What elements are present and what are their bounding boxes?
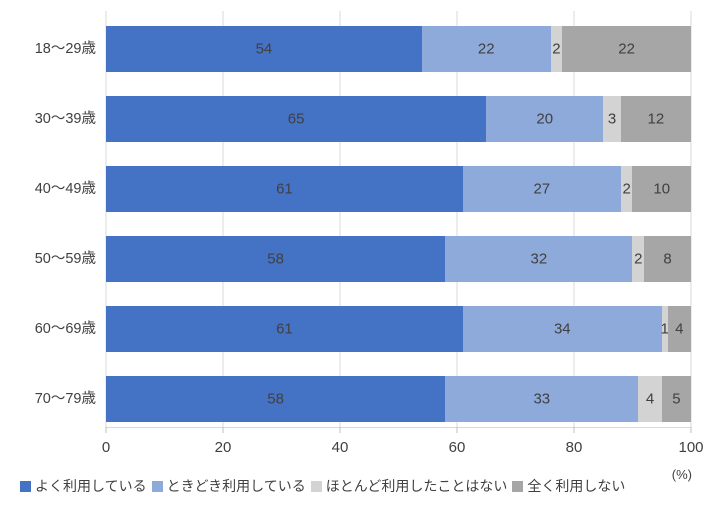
legend-item-2: ほとんど利用したことはない (310, 478, 508, 494)
category-label-4: 60〜69歳 (34, 321, 96, 337)
data-label: 5 (672, 390, 681, 408)
data-label: 54 (255, 40, 273, 58)
gridline-60 (456, 11, 458, 427)
axis-unit-label: (%) (671, 467, 692, 482)
data-label: 3 (607, 110, 617, 128)
axis-tick-100 (690, 427, 692, 433)
bar-segment-series1: 34 (462, 306, 662, 352)
gridline-20 (222, 11, 224, 427)
data-label: 8 (663, 250, 672, 268)
bar-segment-series2: 2 (550, 26, 563, 72)
bar-row-2: 61 27 2 10 (106, 166, 691, 212)
gridline-0 (105, 11, 107, 427)
data-label: 4 (645, 390, 655, 408)
bar-segment-series3: 22 (562, 26, 691, 72)
legend-label: よく利用している (35, 478, 147, 494)
axis-tick-label-80: 80 (565, 439, 583, 456)
bar-segment-series1: 20 (486, 96, 604, 142)
axis-tick-80 (573, 427, 575, 433)
bar-segment-series3: 12 (620, 96, 691, 142)
axis-tick-40 (339, 427, 341, 433)
axis-tick-label-60: 60 (448, 439, 466, 456)
data-label: 12 (647, 110, 665, 128)
data-label: 10 (653, 180, 671, 198)
legend: よく利用している ときどき利用している ほとんど利用したことはない 全く利用しない (20, 477, 630, 495)
legend-swatch-icon (20, 480, 31, 492)
data-label: 34 (553, 320, 571, 338)
bar-segment-series1: 33 (445, 376, 639, 422)
data-label: 58 (267, 390, 284, 408)
data-label: 33 (533, 390, 551, 408)
legend-item-3: 全く利用しない (512, 479, 625, 493)
data-label: 61 (276, 180, 293, 198)
data-label: 2 (634, 250, 643, 268)
bar-segment-series3: 8 (644, 236, 691, 282)
category-label-3: 50〜59歳 (34, 251, 96, 267)
bar-segment-series3: 10 (632, 166, 691, 212)
axis-tick-60 (456, 427, 458, 433)
axis-tick-label-40: 40 (331, 439, 349, 456)
data-label: 2 (552, 40, 561, 58)
gridline-100 (690, 11, 692, 427)
data-label: 2 (622, 180, 631, 198)
bar-segment-series2: 3 (603, 96, 621, 142)
legend-label: ほとんど利用したことはない (325, 478, 508, 494)
bar-segment-series2: 4 (638, 376, 662, 422)
data-label: 20 (536, 110, 554, 128)
data-label: 22 (618, 40, 635, 58)
bar-segment-series3: 5 (661, 376, 691, 422)
category-label-1: 30〜39歳 (34, 111, 96, 127)
bar-segment-series0: 58 (106, 236, 446, 282)
bar-row-1: 65 20 3 12 (106, 96, 691, 142)
legend-label: ときどき利用している (166, 478, 306, 494)
bar-segment-series0: 61 (106, 306, 463, 352)
data-label: 32 (530, 250, 548, 268)
bar-segment-series1: 22 (421, 26, 551, 72)
data-label: 27 (533, 180, 551, 198)
axis-tick-0 (105, 427, 107, 433)
category-label-5: 70〜79歳 (34, 391, 96, 407)
data-label: 61 (276, 320, 293, 338)
bar-segment-series1: 32 (445, 236, 633, 282)
axis-tick-label-20: 20 (214, 439, 232, 456)
bar-segment-series0: 58 (106, 376, 446, 422)
legend-label: 全く利用しない (527, 478, 626, 494)
axis-tick-label-100: 100 (678, 439, 704, 456)
bar-row-3: 58 32 2 8 (106, 236, 691, 282)
plot-area: 0 20 40 60 80 100 54 22 2 22 65 20 3 12 61 27 2 10 58 32 2 8 6… (102, 11, 704, 455)
bar-segment-series3: 4 (667, 306, 691, 352)
axis-tick-label-0: 0 (101, 439, 111, 456)
gridline-40 (339, 11, 341, 427)
bar-segment-series0: 54 (106, 26, 422, 72)
legend-item-0: よく利用している (20, 479, 147, 493)
bar-segment-series0: 65 (106, 96, 487, 142)
legend-swatch-icon (512, 480, 524, 492)
gridline-80 (573, 11, 575, 427)
category-label-2: 40〜49歳 (34, 181, 96, 197)
legend-swatch-icon (151, 480, 163, 492)
bar-segment-series1: 27 (462, 166, 621, 212)
legend-swatch-icon (310, 480, 322, 492)
data-label: 22 (477, 40, 495, 58)
data-label: 65 (287, 110, 305, 128)
data-label: 58 (267, 250, 284, 268)
bar-row-5: 58 33 4 5 (106, 376, 691, 422)
axis-tick-20 (222, 427, 224, 433)
bar-row-0: 54 22 2 22 (106, 26, 691, 72)
bar-segment-series2: 1 (660, 306, 669, 352)
data-label: 1 (660, 320, 669, 338)
bar-segment-series0: 61 (106, 166, 463, 212)
category-label-0: 18〜29歳 (34, 41, 96, 57)
data-label: 4 (675, 320, 684, 338)
bar-segment-series2: 2 (620, 166, 633, 212)
bar-row-4: 61 34 1 4 (106, 306, 691, 352)
legend-item-1: ときどき利用している (151, 478, 306, 494)
bar-segment-series2: 2 (632, 236, 645, 282)
